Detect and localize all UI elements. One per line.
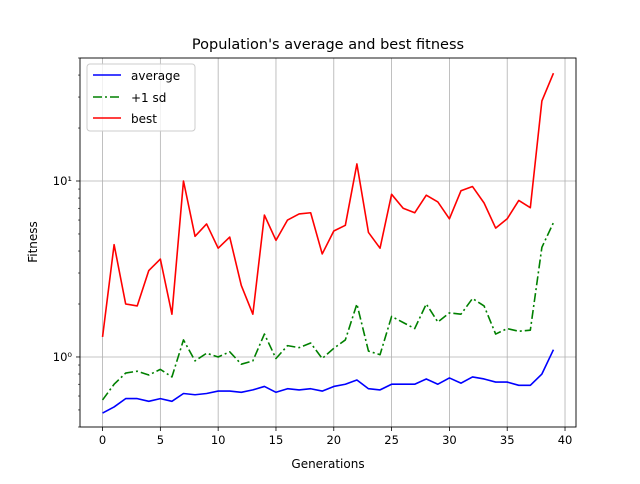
y-tick-label: 10¹ bbox=[53, 174, 72, 188]
legend: average +1 sd best bbox=[86, 63, 196, 132]
legend-label-average: average bbox=[131, 69, 180, 83]
legend-label-best: best bbox=[131, 112, 157, 126]
x-tick-label: 10 bbox=[211, 433, 226, 447]
y-tick-label: 10⁰ bbox=[53, 350, 73, 364]
x-axis-ticks: 0 5 10 15 20 25 30 35 40 bbox=[99, 427, 572, 447]
x-axis-label: Generations bbox=[291, 457, 364, 471]
series-line-2 bbox=[101, 72, 555, 338]
series-line-1 bbox=[101, 222, 555, 401]
x-tick-label: 20 bbox=[326, 433, 341, 447]
legend-label-sd: +1 sd bbox=[131, 91, 166, 105]
x-tick-label: 35 bbox=[500, 433, 515, 447]
y-axis-label: Fitness bbox=[26, 221, 40, 263]
x-tick-label: 25 bbox=[384, 433, 399, 447]
plot-frame bbox=[79, 57, 577, 428]
x-tick-label: 30 bbox=[442, 433, 457, 447]
series-lines bbox=[101, 72, 555, 414]
x-tick-label: 0 bbox=[99, 433, 106, 447]
x-tick-label: 40 bbox=[558, 433, 573, 447]
grid bbox=[80, 58, 576, 427]
x-tick-label: 15 bbox=[269, 433, 284, 447]
chart-title: Population's average and best fitness bbox=[192, 37, 464, 53]
x-tick-label: 5 bbox=[157, 433, 164, 447]
legend-box bbox=[86, 63, 196, 132]
y-axis-ticks: 10⁰ 10¹ bbox=[53, 57, 80, 428]
series-line-0 bbox=[102, 349, 555, 414]
